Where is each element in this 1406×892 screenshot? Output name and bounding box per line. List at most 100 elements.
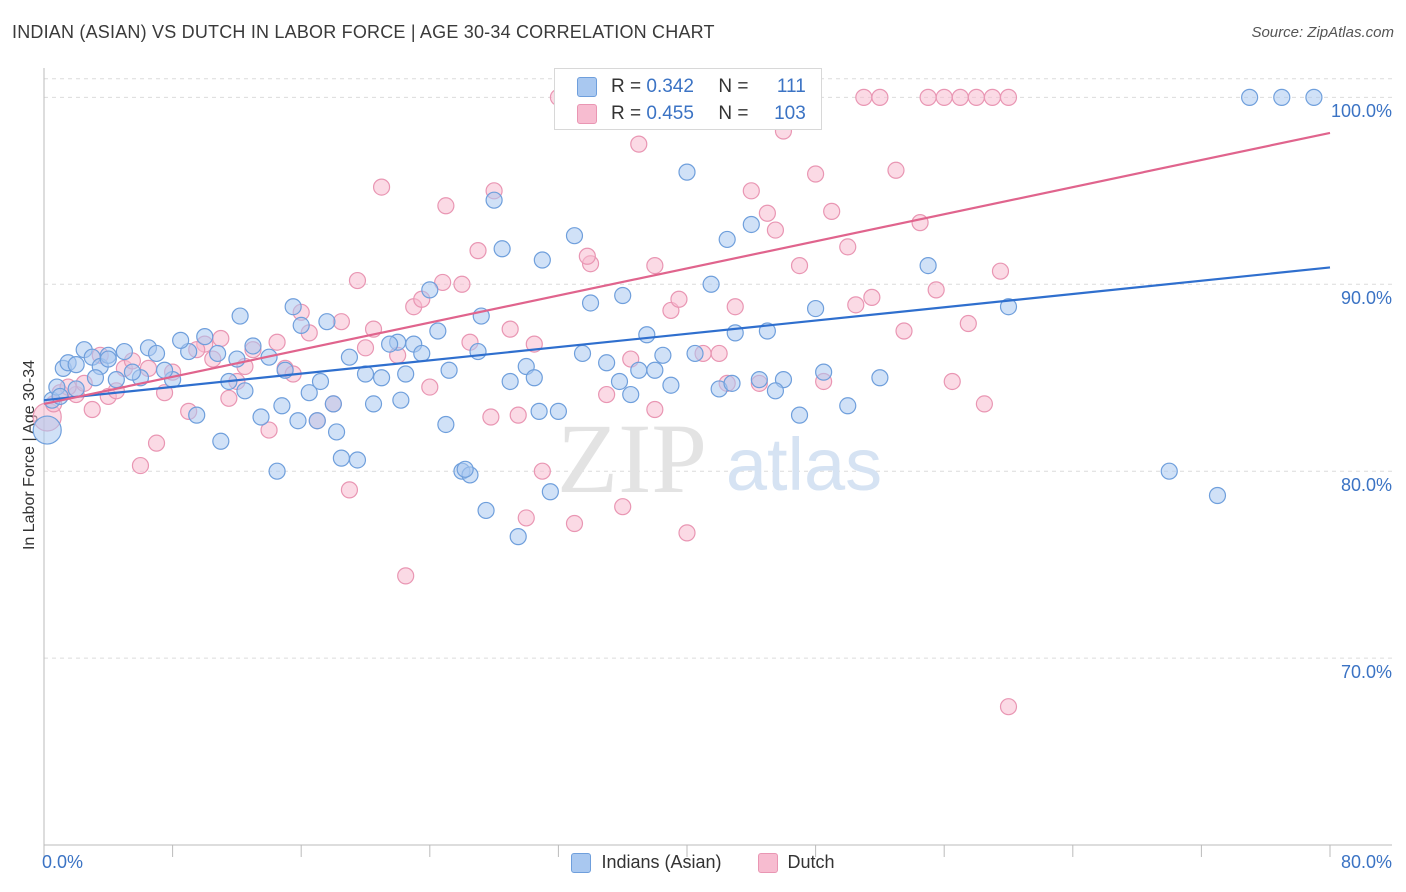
- dutch-point: [839, 238, 857, 256]
- dutch-point: [598, 385, 616, 404]
- indians-point: [509, 528, 527, 546]
- dutch-point: [268, 333, 286, 351]
- indians-point: [790, 406, 809, 424]
- dutch-point: [220, 389, 238, 407]
- source-label: Source: ZipAtlas.com: [1251, 24, 1394, 41]
- indians-point: [456, 460, 474, 478]
- y-tick-label: 100.0%: [1330, 101, 1392, 122]
- indians-point: [372, 369, 391, 387]
- dutch-point: [678, 524, 696, 542]
- indians-point: [1208, 486, 1227, 505]
- chart-title: INDIAN (ASIAN) VS DUTCH IN LABOR FORCE |…: [12, 22, 715, 42]
- indians-point: [598, 354, 616, 372]
- dutch-point: [863, 288, 881, 306]
- indians-point: [646, 361, 664, 379]
- indians-point: [284, 298, 302, 316]
- indians-point: [440, 361, 458, 379]
- dutch-point: [951, 88, 969, 106]
- indians-point: [311, 372, 330, 391]
- y-tick-label: 80.0%: [1340, 475, 1392, 496]
- dutch-point: [630, 135, 648, 153]
- dutch-point: [348, 271, 367, 290]
- axes: [43, 68, 1392, 857]
- dutch-point: [482, 408, 500, 426]
- dutch-point: [533, 462, 551, 480]
- indians-point: [654, 346, 672, 364]
- indians-point: [99, 350, 117, 368]
- indians-point: [364, 395, 383, 413]
- indians-point: [155, 361, 174, 379]
- indians-point: [1241, 88, 1259, 106]
- indians-point: [614, 286, 632, 305]
- dutch-n-value: 103: [774, 103, 806, 124]
- y-tick-label: 70.0%: [1340, 662, 1392, 683]
- indians-point: [533, 251, 551, 269]
- indians-point: [397, 365, 415, 383]
- dutch-point: [131, 456, 150, 475]
- dutch-point: [437, 197, 455, 215]
- indians-point: [485, 191, 503, 209]
- indians-point: [742, 215, 760, 234]
- dutch-point: [766, 221, 785, 239]
- indians-point: [231, 307, 249, 325]
- dutch-point: [646, 256, 664, 275]
- indians-point: [196, 328, 214, 346]
- legend-item-indians[interactable]: Indians (Asian): [571, 852, 722, 873]
- indians-point: [610, 372, 629, 391]
- indians-point: [678, 163, 696, 181]
- indians-point: [549, 402, 568, 420]
- dutch-point: [806, 165, 825, 183]
- legend-item-dutch[interactable]: Dutch: [757, 852, 835, 873]
- indians-point: [525, 369, 543, 387]
- dutch-point: [927, 281, 945, 299]
- x-tick-0: 0.0%: [42, 852, 84, 872]
- stats-row-indians: R = 0.342 N = 111: [577, 74, 806, 100]
- n-label: N =: [718, 103, 749, 124]
- indians-point: [999, 298, 1018, 316]
- dutch-point: [895, 322, 913, 340]
- dutch-point: [469, 242, 487, 260]
- indians-point: [32, 415, 62, 445]
- dutch-point: [212, 329, 230, 348]
- indians-point: [573, 344, 592, 363]
- indians-point: [289, 412, 307, 430]
- trend-lines: [43, 131, 1331, 405]
- indians-point: [308, 412, 326, 430]
- indians-point: [429, 322, 447, 340]
- dutch-point: [340, 481, 359, 499]
- dutch-point: [871, 88, 889, 106]
- indians-point: [638, 326, 656, 344]
- indians-point: [212, 432, 230, 450]
- indians-legend-label: Indians (Asian): [601, 852, 722, 872]
- dutch-point: [372, 178, 391, 196]
- indians-r-value: 0.342: [646, 76, 694, 97]
- dutch-point: [855, 88, 873, 106]
- indians-point: [686, 344, 704, 363]
- dutch-point: [565, 514, 584, 533]
- dutch-point: [943, 372, 961, 391]
- dutch-point: [501, 320, 519, 338]
- dutch-point: [517, 509, 535, 527]
- dutch-point: [847, 296, 865, 314]
- dutch-point: [509, 406, 527, 424]
- indians-point: [324, 395, 342, 413]
- watermark-zip: ZIP: [557, 403, 707, 514]
- indians-point: [421, 281, 439, 299]
- indians-point: [236, 382, 254, 400]
- dutch-point: [823, 202, 841, 220]
- indians-point: [718, 230, 736, 249]
- dutch-point: [397, 567, 415, 585]
- r-label: R =: [611, 103, 642, 124]
- x-tick-80: 80.0%: [1340, 852, 1392, 872]
- dutch-point: [147, 434, 166, 452]
- dutch-point: [356, 339, 375, 357]
- indians-point: [1273, 88, 1291, 106]
- indians-point: [67, 380, 85, 398]
- indians-point: [67, 356, 85, 374]
- indians-point: [581, 294, 600, 312]
- indians-point: [115, 342, 133, 361]
- indians-point: [327, 423, 346, 441]
- series-legend: Indians (Asian) Dutch: [0, 852, 1406, 873]
- dutch-r-value: 0.455: [646, 103, 694, 124]
- dutch-point: [260, 421, 278, 439]
